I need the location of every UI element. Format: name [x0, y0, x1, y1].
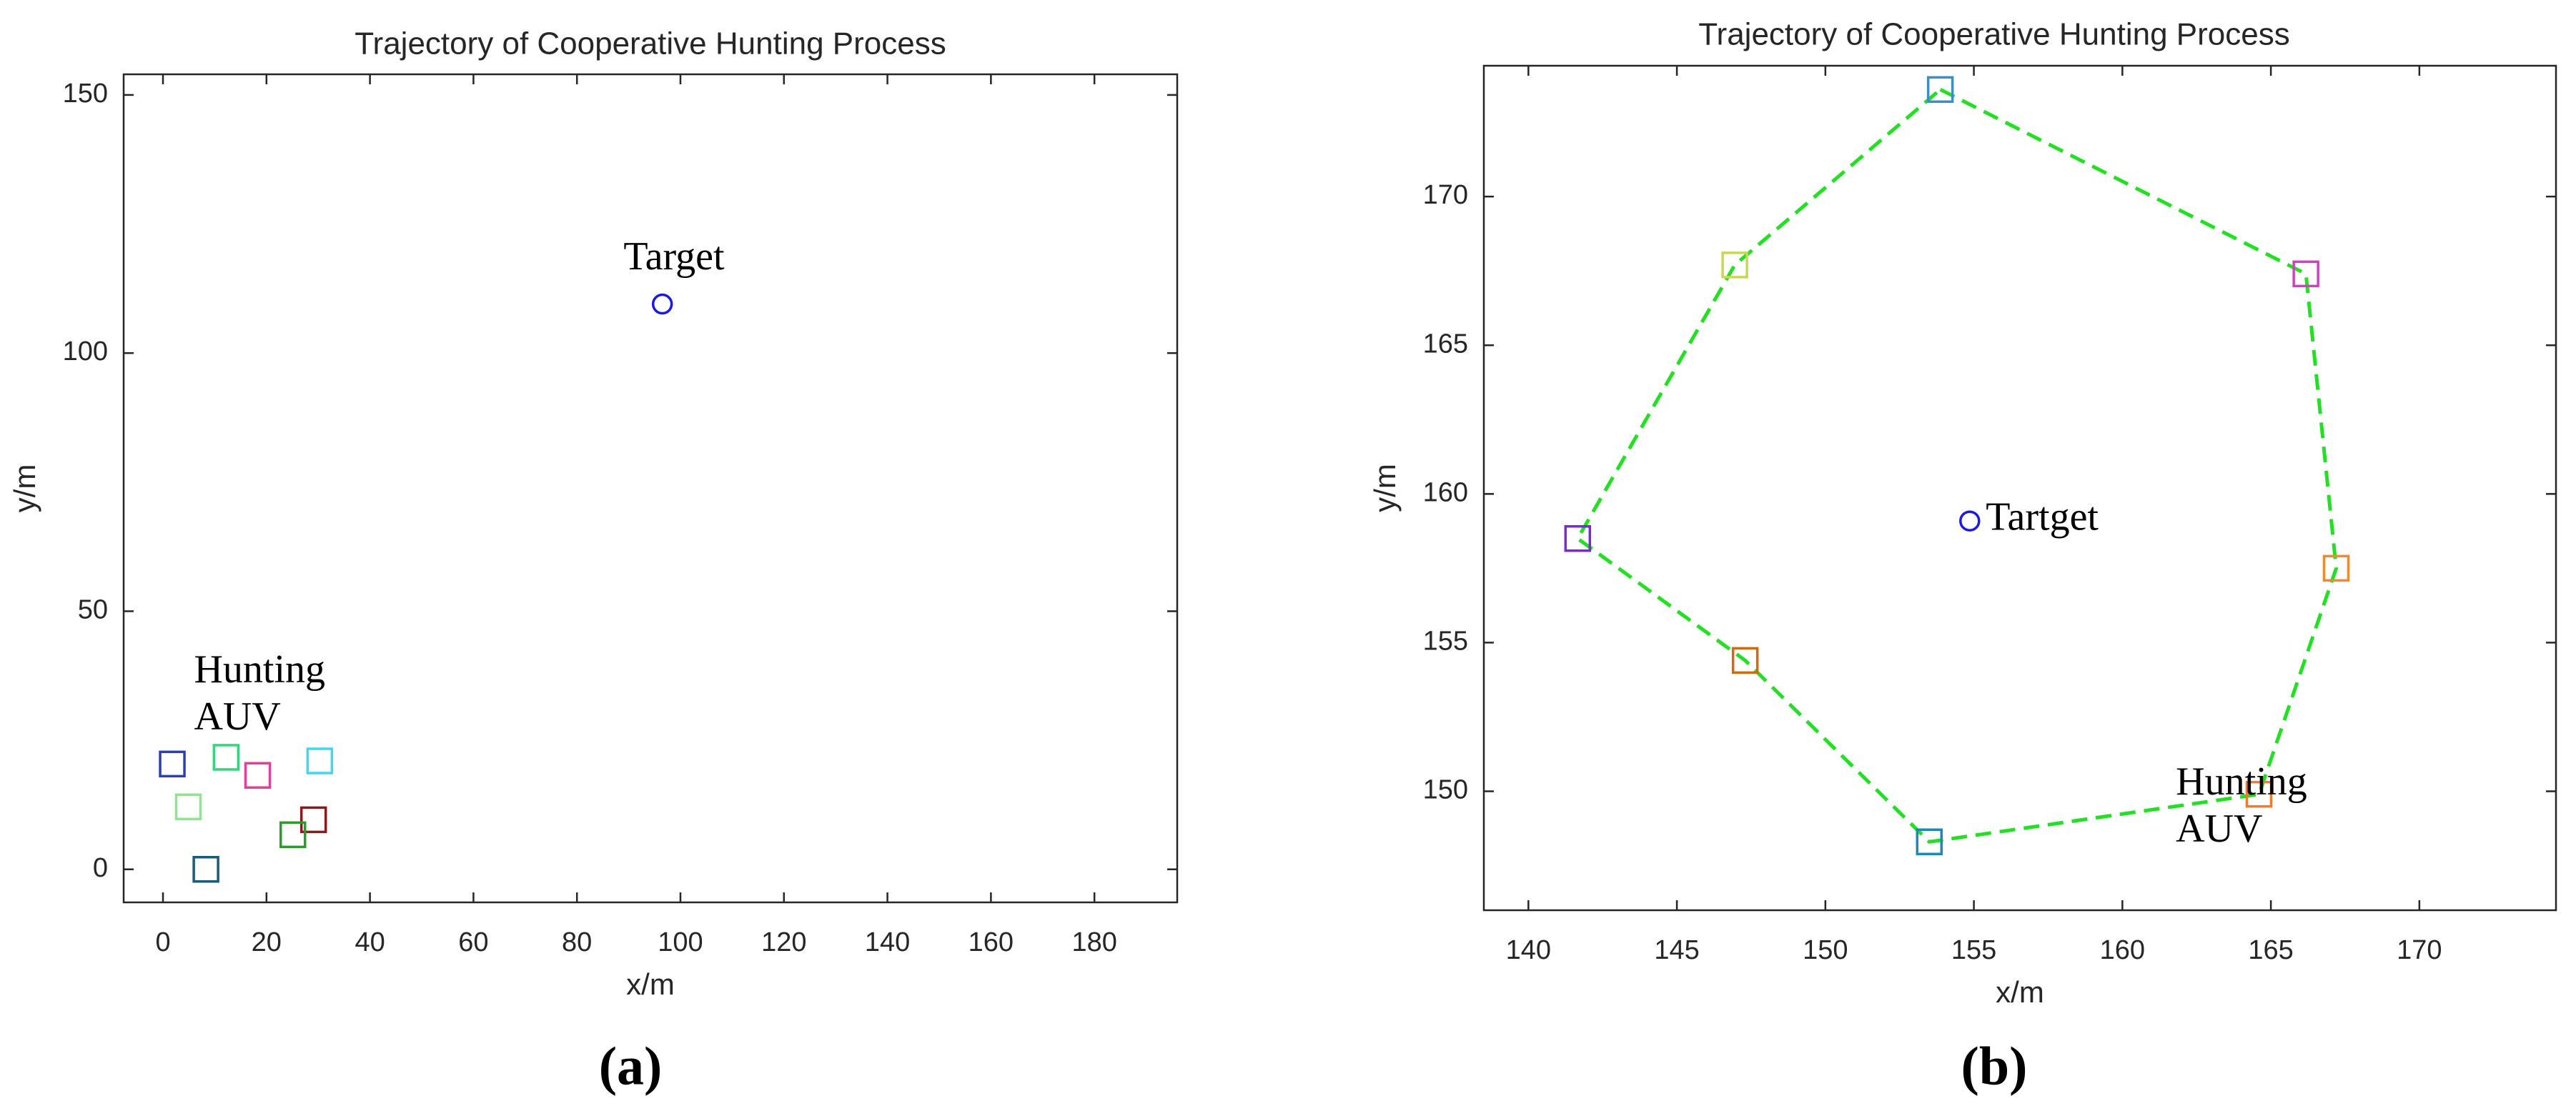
- auv-marker: [212, 744, 240, 771]
- y-tick-label: 170: [1423, 180, 1468, 210]
- x-tick-label: 20: [252, 927, 282, 957]
- x-tick-label: 160: [2100, 935, 2145, 965]
- x-tick-label: 165: [2248, 935, 2293, 965]
- x-tick-label: 150: [1803, 935, 1848, 965]
- auv-marker: [306, 747, 334, 774]
- annotation: Hunting: [2176, 759, 2307, 804]
- chart-title: Trajectory of Cooperative Hunting Proces…: [355, 26, 946, 61]
- panel-caption: (a): [599, 1036, 663, 1096]
- plot-area: [1482, 64, 2557, 912]
- y-tick-label: 150: [1423, 775, 1468, 805]
- x-tick-label: 120: [761, 927, 806, 957]
- x-tick-label: 180: [1071, 927, 1116, 957]
- annotation: AUV: [194, 694, 280, 739]
- x-tick-label: 145: [1654, 935, 1699, 965]
- y-tick-label: 150: [63, 79, 108, 109]
- auv-marker: [2245, 780, 2273, 808]
- auv-marker: [299, 806, 327, 834]
- x-tick-label: 0: [155, 927, 170, 957]
- x-tick-label: 155: [1951, 935, 1996, 965]
- y-tick-label: 160: [1423, 477, 1468, 507]
- target-marker: [651, 293, 673, 315]
- x-tick-label: 40: [355, 927, 385, 957]
- y-tick-label: 100: [63, 337, 108, 367]
- x-tick-label: 100: [658, 927, 703, 957]
- y-tick-label: 50: [78, 595, 108, 625]
- x-axis-label: x/m: [626, 967, 675, 1001]
- x-tick-label: 60: [458, 927, 488, 957]
- x-tick-label: 160: [969, 927, 1014, 957]
- target-marker: [1959, 510, 1981, 532]
- auv-marker: [1721, 251, 1748, 279]
- plot-area: [122, 73, 1179, 904]
- auv-marker: [1564, 525, 1592, 552]
- auv-marker: [174, 793, 202, 821]
- x-tick-label: 140: [865, 927, 910, 957]
- auv-marker: [2322, 554, 2350, 582]
- x-tick-label: 80: [562, 927, 592, 957]
- y-tick-label: 0: [93, 853, 108, 883]
- auv-marker: [192, 856, 219, 883]
- annotation: Target: [623, 234, 725, 279]
- panel-caption: (b): [1961, 1036, 2028, 1096]
- chart-title: Trajectory of Cooperative Hunting Proces…: [1698, 17, 2289, 52]
- y-axis-label: y/m: [8, 464, 41, 513]
- auv-marker: [159, 750, 186, 778]
- x-tick-label: 170: [2397, 935, 2442, 965]
- trajectory-line: [1575, 88, 2339, 844]
- x-axis-label: x/m: [1996, 975, 2044, 1009]
- x-tick-label: 140: [1506, 935, 1551, 965]
- auv-marker: [244, 762, 272, 789]
- auv-marker: [1916, 828, 1943, 856]
- annotation: Tartget: [1986, 495, 2099, 539]
- auv-marker: [1926, 76, 1954, 104]
- y-tick-label: 155: [1423, 626, 1468, 656]
- annotation: AUV: [2176, 807, 2262, 851]
- y-tick-label: 165: [1423, 329, 1468, 359]
- auv-marker: [2292, 260, 2319, 288]
- auv-marker: [1731, 647, 1759, 674]
- y-axis-label: y/m: [1368, 464, 1402, 512]
- auv-marker: [279, 821, 307, 849]
- annotation: Hunting: [194, 647, 325, 692]
